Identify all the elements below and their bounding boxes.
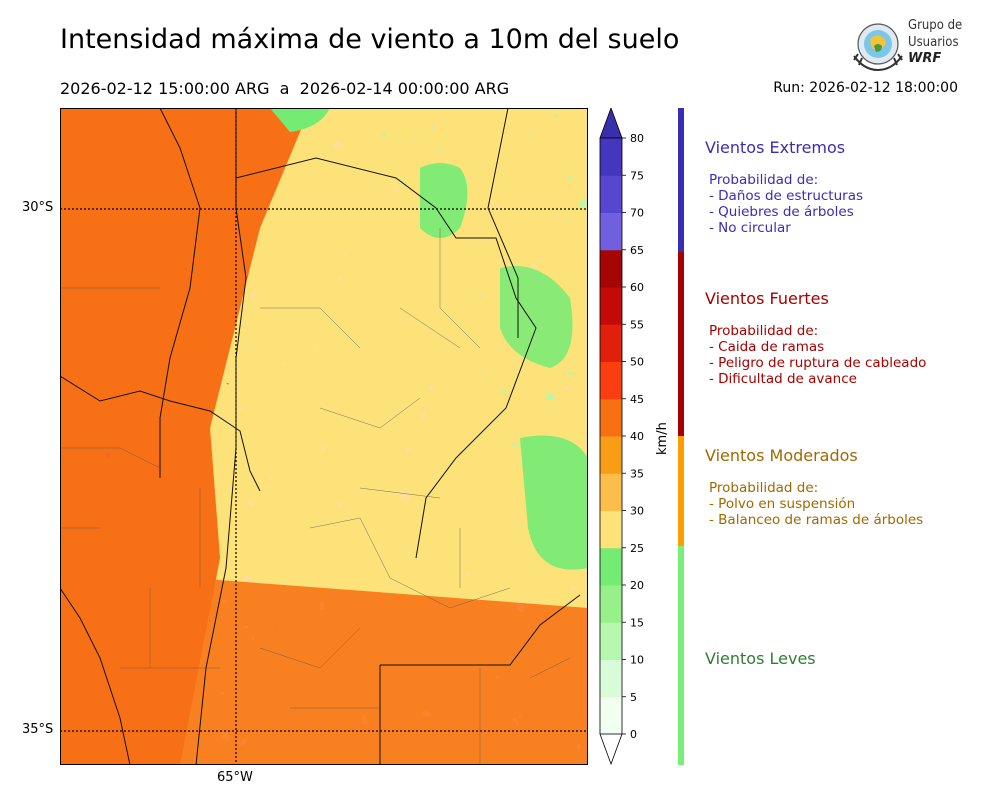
colorbar-extend-min	[599, 733, 623, 766]
category-line: - Peligro de ruptura de cableado	[709, 355, 927, 371]
colorbar: 0 5 10 15 20 25 30 35 40 45 50 55 60 65 70 75 80	[599, 108, 644, 766]
colorbar-segment	[600, 696, 622, 735]
lon-label-65w: 65°W	[217, 770, 253, 785]
period-separator: a	[279, 79, 290, 98]
colorbar-segment	[600, 622, 622, 660]
colorbar-segment	[600, 473, 622, 511]
category-line: - Dificultad de avance	[709, 371, 857, 387]
colorbar-tick-label: 0	[630, 728, 637, 741]
colorbar-segment	[600, 585, 622, 623]
category-line: - Caida de ramas	[709, 339, 825, 355]
colorbar-segment	[600, 436, 622, 474]
colorbar-segment	[600, 287, 622, 325]
logo-line2: Usuarios	[908, 35, 959, 50]
category-line: - Balanceo de ramas de árboles	[709, 512, 924, 528]
colorbar-segment	[600, 361, 622, 400]
colorbar-tick-label: 35	[630, 467, 644, 480]
colorbar-segment	[600, 398, 622, 437]
colorbar-tick-label: 40	[630, 430, 644, 443]
lat-label-35s: 35°S	[22, 722, 54, 737]
colorbar-tick-label: 70	[630, 207, 644, 220]
category-bar	[678, 436, 684, 546]
colorbar-tick-label: 15	[630, 616, 644, 629]
valid-period: 2026-02-12 15:00:00 ARG a 2026-02-14 00:…	[60, 79, 509, 98]
colorbar-segment	[600, 212, 622, 251]
run-time: Run: 2026-02-12 18:00:00	[773, 80, 958, 96]
category-title: Vientos Fuertes	[705, 289, 829, 308]
colorbar-tick-label: 75	[630, 169, 644, 182]
colorbar-segment	[600, 138, 622, 176]
colorbar-tick-label: 65	[630, 244, 644, 257]
colorbar-tick-label: 20	[630, 579, 644, 592]
period-end: 2026-02-14 00:00:00 ARG	[299, 79, 510, 98]
colorbar-segment	[600, 249, 622, 288]
colorbar-segment	[600, 324, 622, 362]
category-line: Probabilidad de:	[709, 323, 819, 339]
colorbar-tick-label: 25	[630, 542, 644, 555]
wind-map	[60, 108, 588, 765]
category-line: - No circular	[709, 220, 791, 236]
colorbar-segment	[600, 659, 622, 698]
map-title: Intensidad máxima de viento a 10m del su…	[60, 24, 680, 55]
category-title: Vientos Moderados	[705, 446, 858, 465]
colorbar-ticks: 0 5 10 15 20 25 30 35 40 45 50 55 60 65 70 75 80	[622, 132, 644, 741]
category-bar	[678, 252, 684, 436]
grupo-usuarios-wrf-logo: Grupo de Usuarios WRF	[848, 16, 978, 76]
lat-label-30s: 30°S	[22, 200, 54, 215]
colorbar-tick-label: 5	[630, 691, 637, 704]
colorbar-tick-label: 50	[630, 356, 644, 369]
category-bar	[678, 546, 684, 765]
category-line: Probabilidad de:	[709, 172, 819, 188]
colorbar-tick-label: 10	[630, 654, 644, 667]
colorbar-tick-label: 55	[630, 318, 644, 331]
colorbar-tick-label: 45	[630, 393, 644, 406]
category-line: - Daños de estructuras	[709, 188, 864, 204]
category-line: Probabilidad de:	[709, 480, 819, 496]
colorbar-segment	[600, 175, 622, 213]
period-start: 2026-02-12 15:00:00 ARG	[60, 79, 270, 98]
colorbar-tick-label: 60	[630, 281, 644, 294]
category-bar	[678, 108, 684, 252]
colorbar-unit: km/h	[655, 422, 670, 455]
category-line: - Quiebres de árboles	[709, 204, 854, 220]
category-title: Vientos Leves	[705, 649, 816, 668]
globe-icon	[853, 23, 903, 72]
colorbar-segment	[600, 510, 622, 549]
logo-line3: WRF	[908, 51, 942, 66]
colorbar-tick-label: 80	[630, 132, 644, 145]
colorbar-segment	[600, 547, 622, 586]
logo-line1: Grupo de	[908, 18, 963, 33]
colorbar-extend-max	[599, 108, 623, 139]
colorbar-tick-label: 30	[630, 505, 644, 518]
category-title: Vientos Extremos	[705, 138, 846, 157]
colorbar-segments	[599, 108, 623, 766]
category-line: - Polvo en suspensión	[709, 496, 856, 512]
